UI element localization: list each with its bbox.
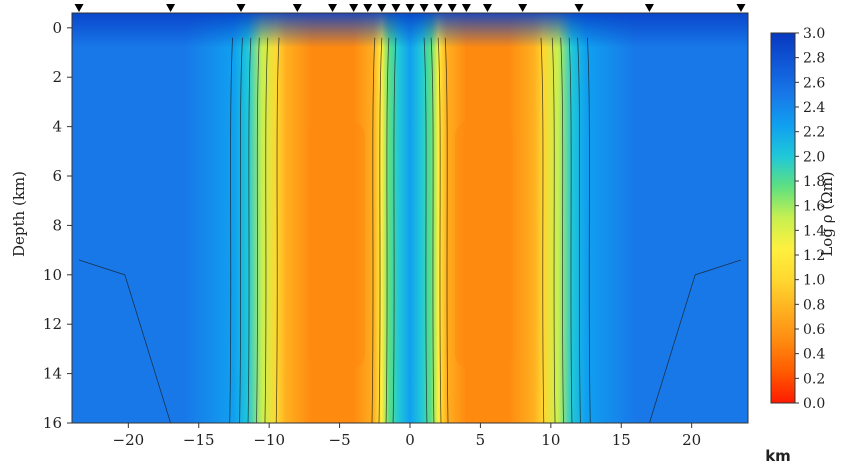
conductivity-band bbox=[72, 13, 748, 423]
colorbar-title: Log ρ (Ωm) bbox=[818, 171, 836, 256]
contour-line bbox=[649, 259, 742, 423]
contour-line bbox=[568, 37, 573, 423]
contour-line bbox=[275, 37, 280, 423]
colorbar-tick-label: 1.6 bbox=[803, 199, 825, 215]
contour-line bbox=[587, 37, 591, 423]
colorbar-tick-label: 3.0 bbox=[803, 26, 825, 42]
station-marker bbox=[644, 4, 654, 12]
station-marker bbox=[736, 4, 746, 12]
contour-line bbox=[540, 37, 545, 423]
y-tick-label: 0 bbox=[52, 19, 62, 37]
colorbar-tick-label: 0.0 bbox=[803, 396, 825, 412]
contour-line bbox=[78, 259, 171, 423]
contour-line bbox=[577, 37, 581, 423]
contour-line bbox=[551, 37, 556, 423]
colorbar-tick-label: 2.0 bbox=[803, 149, 825, 165]
colorbar-ticks: 3.0 2.8 2.6 2.4 2.2 2.0 1.8 1.6 1.4 1.2 1.0 0.8 0.6 0… bbox=[795, 26, 825, 412]
contour-line bbox=[430, 37, 435, 423]
station-marker bbox=[236, 4, 246, 12]
x-tick-label: −20 bbox=[113, 431, 145, 449]
y-tick-label: 6 bbox=[52, 167, 62, 185]
station-marker bbox=[328, 4, 338, 12]
x-axis: −20 −15 −10 −5 0 5 10 15 20 bbox=[113, 423, 701, 449]
y-tick-label: 16 bbox=[43, 414, 62, 432]
contour-line bbox=[264, 37, 269, 423]
x-axis-unit-label: km bbox=[765, 447, 791, 465]
station-marker bbox=[292, 4, 302, 12]
x-tick-label: −10 bbox=[253, 431, 285, 449]
contour-line bbox=[229, 37, 233, 423]
y-axis-title: Depth (km) bbox=[10, 171, 28, 257]
colorbar-tick-label: 2.2 bbox=[803, 125, 825, 141]
y-tick-label: 10 bbox=[43, 266, 62, 284]
x-tick-label: 5 bbox=[476, 431, 486, 449]
station-marker bbox=[461, 4, 471, 12]
station-marker bbox=[447, 4, 457, 12]
station-marker bbox=[391, 4, 401, 12]
x-tick-label: 10 bbox=[541, 431, 560, 449]
station-marker bbox=[349, 4, 359, 12]
y-tick-label: 14 bbox=[43, 365, 62, 383]
heatmap-plot-area bbox=[72, 13, 748, 423]
x-tick-label: −15 bbox=[183, 431, 215, 449]
colorbar-tick-label: 1.8 bbox=[803, 174, 825, 190]
x-tick-label: −5 bbox=[329, 431, 351, 449]
x-tick-label: 0 bbox=[405, 431, 415, 449]
colorbar-tick-label: 0.4 bbox=[803, 347, 825, 363]
x-tick-label: 20 bbox=[682, 431, 701, 449]
station-marker bbox=[482, 4, 492, 12]
station-marker bbox=[166, 4, 176, 12]
station-marker bbox=[377, 4, 387, 12]
colorbar-tick-label: 1.0 bbox=[803, 273, 825, 289]
contour-line bbox=[247, 37, 252, 423]
contour-line bbox=[385, 37, 390, 423]
y-tick-label: 12 bbox=[43, 315, 62, 333]
contour-lines bbox=[78, 37, 742, 423]
contour-line bbox=[256, 37, 260, 423]
station-marker bbox=[363, 4, 373, 12]
x-tick-label: 15 bbox=[612, 431, 631, 449]
contour-line bbox=[423, 37, 428, 423]
y-tick-label: 2 bbox=[52, 68, 62, 86]
contour-line bbox=[378, 37, 383, 423]
colorbar-tick-label: 0.2 bbox=[803, 371, 825, 387]
station-markers bbox=[74, 4, 746, 12]
station-marker bbox=[405, 4, 415, 12]
colorbar-tick-label: 2.8 bbox=[803, 51, 825, 67]
colorbar-gradient bbox=[770, 32, 796, 404]
station-marker bbox=[574, 4, 584, 12]
colorbar-tick-label: 0.6 bbox=[803, 322, 825, 338]
surface-layer bbox=[72, 13, 748, 48]
colorbar: 3.0 2.8 2.6 2.4 2.2 2.0 1.8 1.6 1.4 1.2 1.0 0.8 0.6 0… bbox=[770, 26, 836, 412]
colorbar-tick-label: 1.4 bbox=[803, 223, 825, 239]
colorbar-tick-label: 0.8 bbox=[803, 297, 825, 313]
colorbar-tick-label: 2.4 bbox=[803, 100, 825, 116]
contour-line bbox=[371, 37, 376, 423]
contour-line bbox=[444, 37, 449, 423]
colorbar-tick-label: 2.6 bbox=[803, 75, 825, 91]
station-marker bbox=[419, 4, 429, 12]
conductor-core-1 bbox=[307, 121, 365, 369]
contour-line bbox=[392, 37, 397, 423]
contour-line bbox=[560, 37, 564, 423]
conductor-core-2 bbox=[455, 121, 513, 369]
station-marker bbox=[74, 4, 84, 12]
station-marker bbox=[433, 4, 443, 12]
y-axis: 0 2 4 6 8 10 12 14 16 bbox=[43, 19, 72, 432]
y-tick-label: 4 bbox=[52, 118, 62, 136]
station-marker bbox=[518, 4, 528, 12]
colorbar-tick-label: 1.2 bbox=[803, 248, 825, 264]
contour-line bbox=[437, 37, 442, 423]
y-tick-label: 8 bbox=[52, 216, 62, 234]
contour-line bbox=[239, 37, 243, 423]
